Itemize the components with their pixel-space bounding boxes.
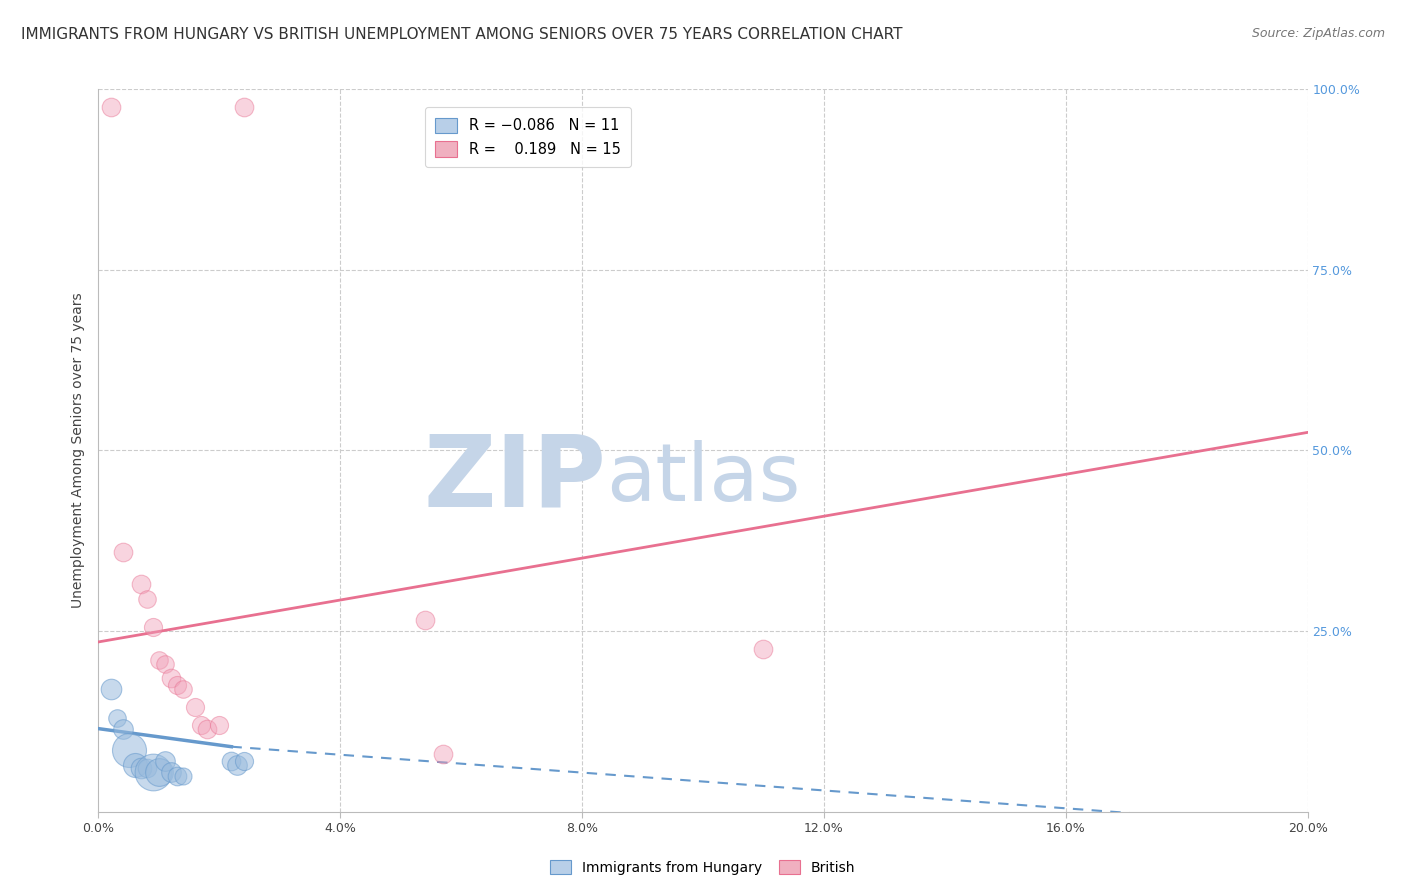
Point: [100, 100, 122, 114]
Point: [232, 100, 254, 114]
Text: atlas: atlas: [606, 441, 800, 518]
Legend: Immigrants from Hungary, British: Immigrants from Hungary, British: [546, 855, 860, 880]
Point: [752, 642, 775, 657]
Point: [172, 681, 194, 696]
Point: [142, 764, 165, 779]
Point: [148, 653, 170, 667]
Point: [166, 769, 188, 783]
Point: [208, 718, 231, 732]
Point: [148, 764, 170, 779]
Point: [153, 754, 176, 768]
Point: [135, 761, 157, 775]
Point: [221, 754, 243, 768]
Point: [111, 722, 134, 736]
Point: [100, 681, 122, 696]
Point: [129, 761, 152, 775]
Point: [118, 743, 141, 757]
Point: [160, 764, 183, 779]
Point: [190, 718, 212, 732]
Text: IMMIGRANTS FROM HUNGARY VS BRITISH UNEMPLOYMENT AMONG SENIORS OVER 75 YEARS CORR: IMMIGRANTS FROM HUNGARY VS BRITISH UNEMP…: [21, 27, 903, 42]
Point: [413, 613, 436, 627]
Text: ZIP: ZIP: [423, 431, 606, 528]
Point: [135, 591, 157, 606]
Point: [105, 711, 128, 725]
Y-axis label: Unemployment Among Seniors over 75 years: Unemployment Among Seniors over 75 years: [70, 293, 84, 608]
Point: [124, 757, 146, 772]
Point: [195, 722, 218, 736]
Point: [129, 577, 152, 591]
Point: [153, 657, 176, 671]
Point: [172, 769, 194, 783]
Point: [111, 544, 134, 558]
Point: [432, 747, 454, 761]
Text: Source: ZipAtlas.com: Source: ZipAtlas.com: [1251, 27, 1385, 40]
Point: [232, 754, 254, 768]
Legend: R = −0.086   N = 11, R =    0.189   N = 15: R = −0.086 N = 11, R = 0.189 N = 15: [425, 107, 630, 167]
Point: [142, 620, 165, 634]
Point: [226, 757, 249, 772]
Point: [184, 700, 207, 714]
Point: [166, 678, 188, 692]
Point: [160, 671, 183, 685]
